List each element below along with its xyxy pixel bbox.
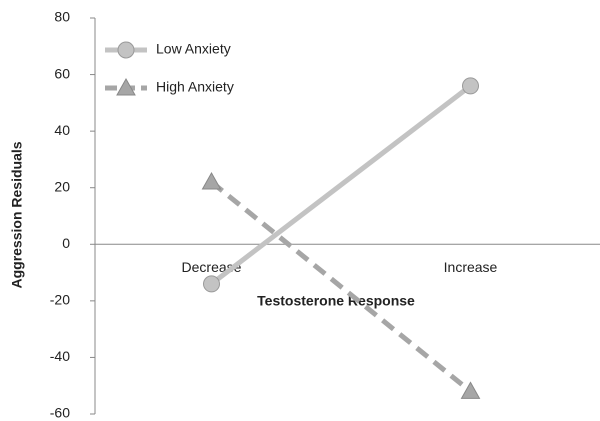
legend-marker bbox=[116, 77, 136, 96]
x-axis-title: Testosterone Response bbox=[257, 293, 415, 309]
y-tick-label: 20 bbox=[54, 178, 70, 194]
point-marker bbox=[462, 77, 479, 95]
series-line bbox=[209, 180, 473, 394]
y-tick-label: 60 bbox=[54, 65, 70, 81]
y-tick-label: 80 bbox=[54, 9, 70, 25]
point-marker bbox=[203, 275, 220, 293]
x-tick-label: Increase bbox=[444, 259, 498, 275]
y-tick-label: -40 bbox=[50, 348, 70, 364]
y-axis-title: Aggression Residuals bbox=[9, 141, 25, 288]
y-tick-label: -60 bbox=[50, 405, 70, 421]
legend-marker bbox=[117, 41, 135, 59]
y-tick-label: 40 bbox=[54, 122, 70, 138]
point-marker bbox=[460, 381, 481, 399]
y-tick-label: -20 bbox=[50, 292, 70, 308]
legend-label: Low Anxiety bbox=[156, 41, 231, 57]
y-tick-label: 0 bbox=[62, 235, 70, 251]
series-line bbox=[209, 83, 473, 286]
legend-label: High Anxiety bbox=[156, 79, 234, 95]
point-marker bbox=[201, 172, 222, 190]
